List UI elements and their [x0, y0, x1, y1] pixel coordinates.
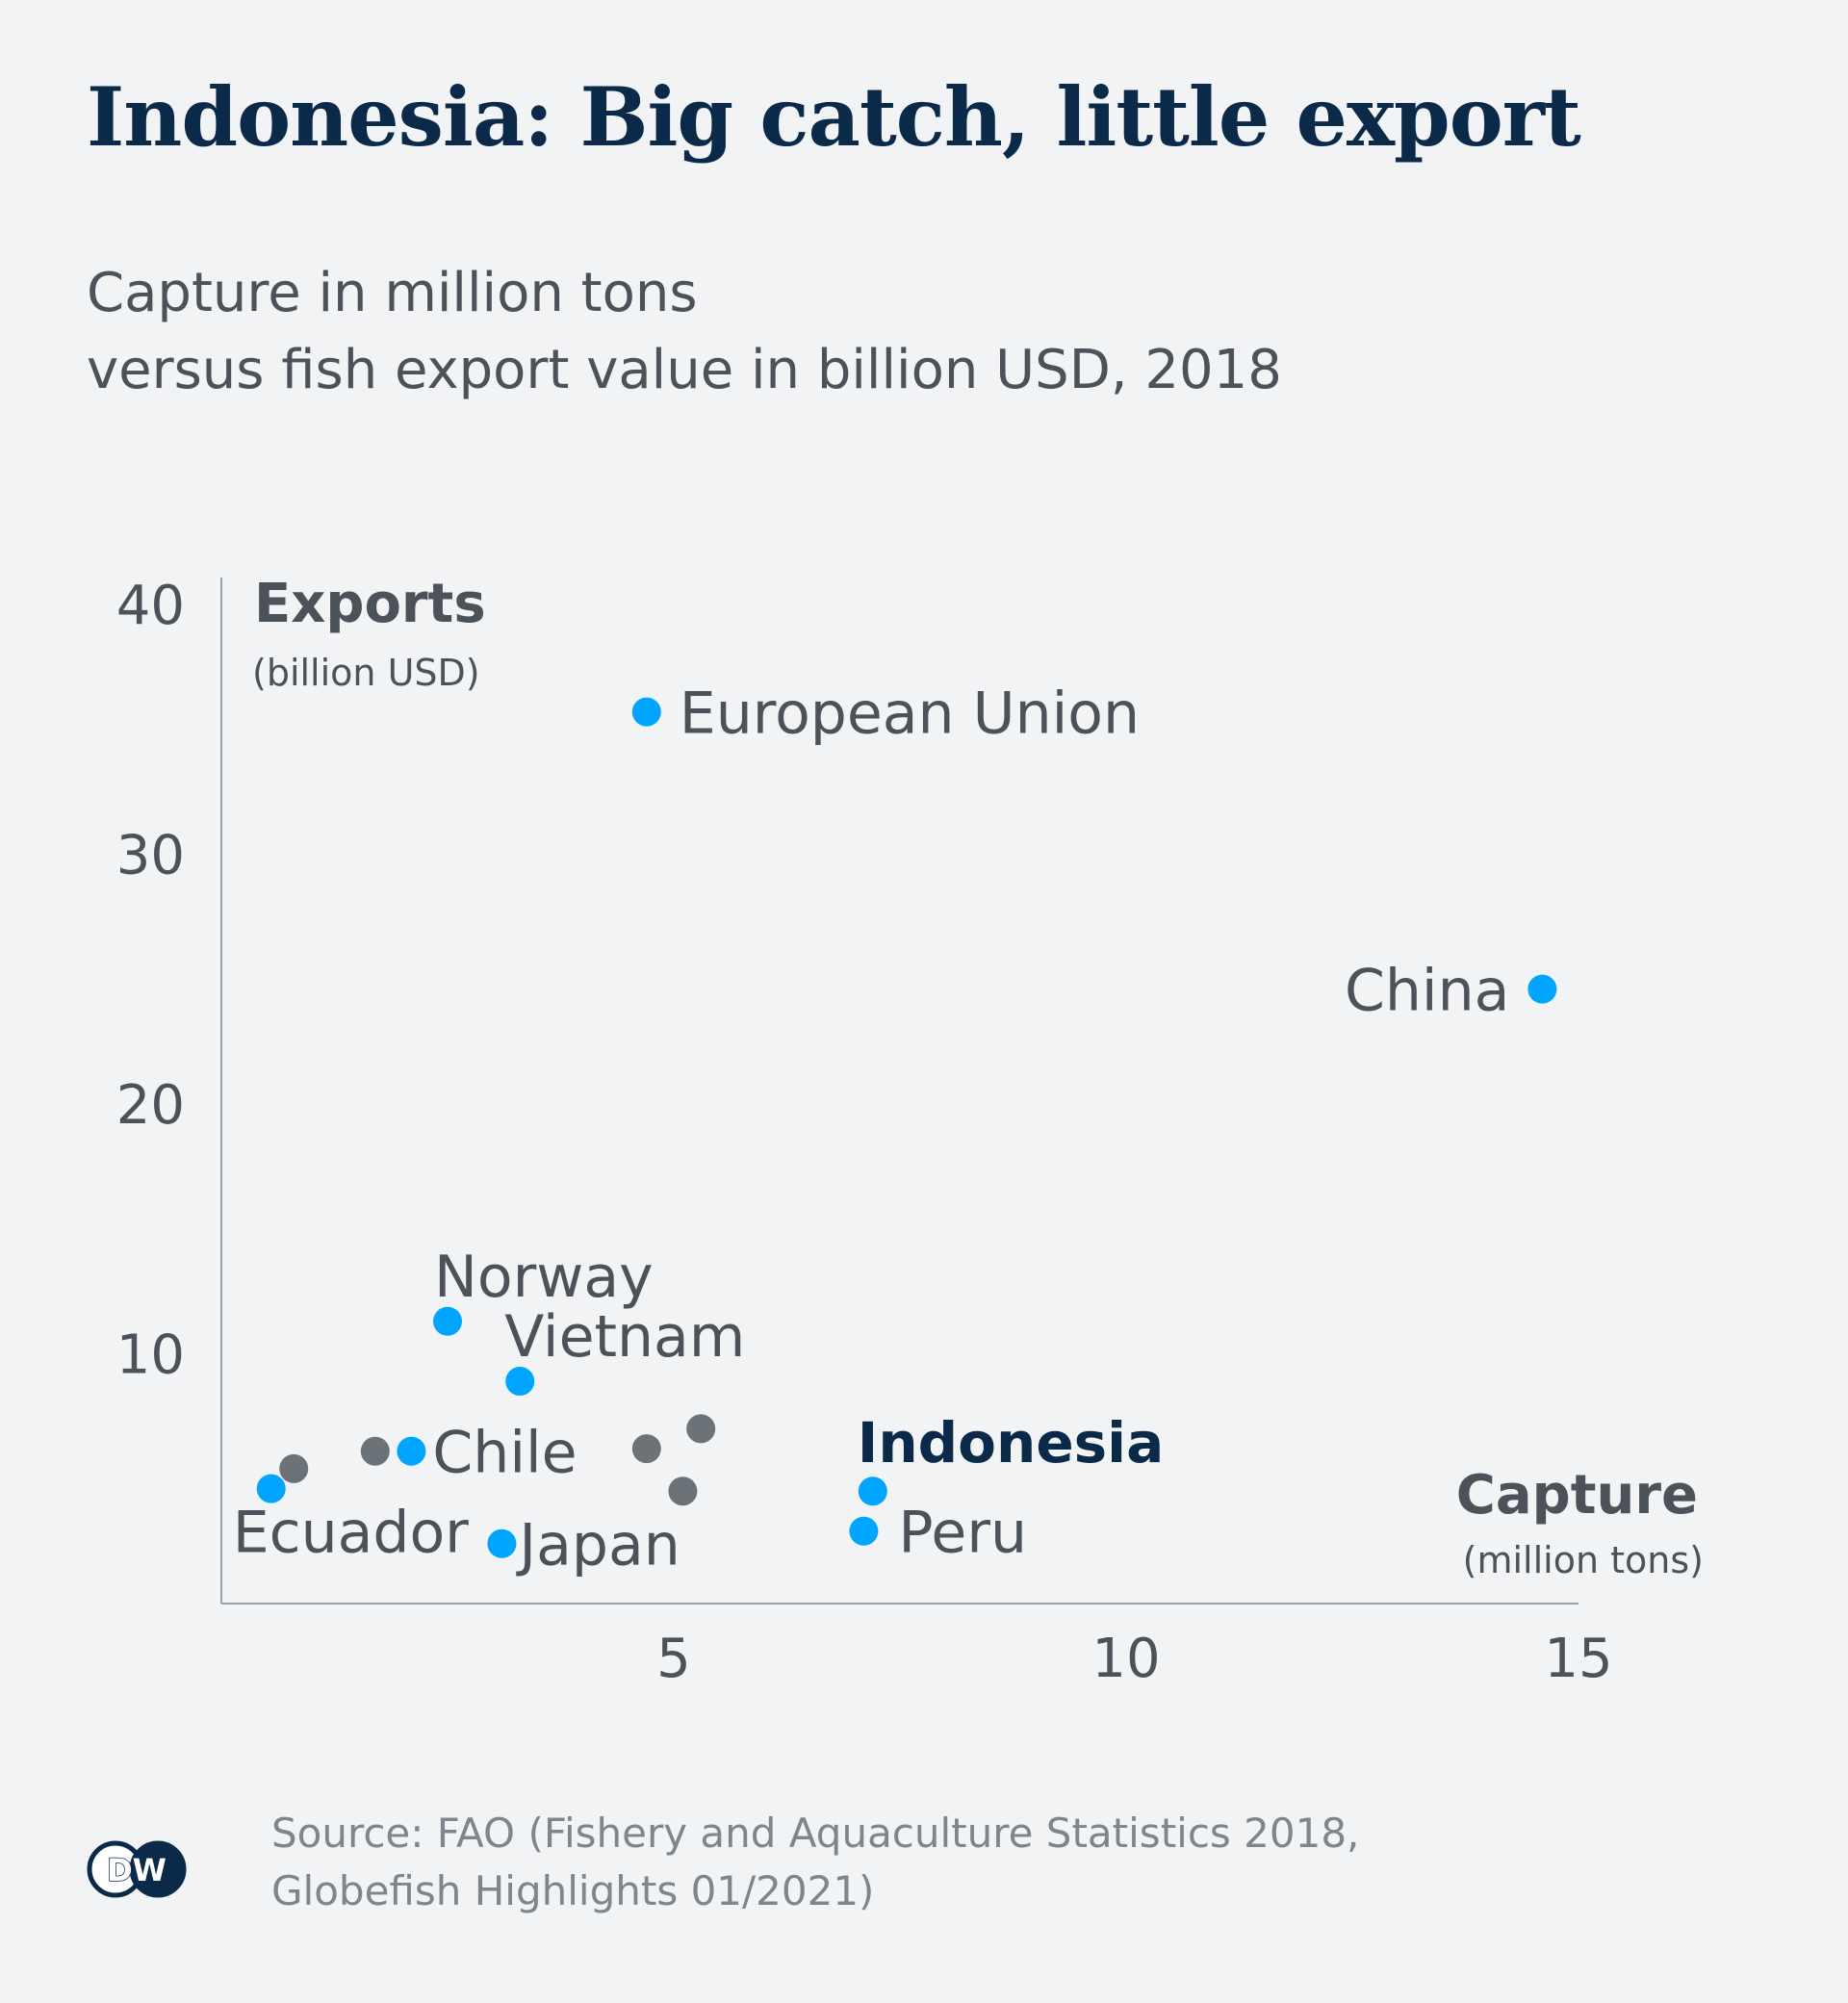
source-line-2: Globefish Highlights 01/2021) [271, 1867, 875, 1914]
scatter-point-european-union [631, 697, 661, 727]
x-axis-title: Capture [1456, 1464, 1698, 1527]
y-tick-label: 20 [116, 1074, 185, 1137]
scatter-point-other [631, 1434, 661, 1464]
dw-logo: DW [87, 1840, 187, 1898]
y-tick-label: 40 [116, 575, 185, 637]
scatter-point-other [668, 1477, 698, 1506]
scatter-point-other [360, 1436, 390, 1466]
scatter-point-other [686, 1414, 716, 1444]
x-tick-label: 15 [1544, 1628, 1612, 1690]
scatter-point-norway [433, 1306, 462, 1336]
subtitle-line-2: versus fish export value in billion USD,… [87, 339, 1282, 401]
point-label-norway: Norway [434, 1244, 654, 1311]
point-label-vietnam: Vietnam [504, 1303, 745, 1371]
scatter-point-ecuador [256, 1474, 286, 1503]
scatter-point-peru [849, 1516, 879, 1546]
scatter-point-other [279, 1453, 309, 1483]
y-tick-label: 10 [116, 1324, 185, 1387]
source-line-1: Source: FAO (Fishery and Aquaculture Sta… [271, 1810, 1360, 1857]
scatter-point-china [1527, 974, 1557, 1004]
scatter-point-japan [487, 1528, 517, 1558]
scatter-point-chile [397, 1436, 426, 1466]
x-axis-unit: (million tons) [1463, 1539, 1704, 1581]
x-tick-label: 10 [1091, 1628, 1160, 1690]
point-label-china: China [1345, 958, 1509, 1025]
logo-text: DW [107, 1852, 167, 1888]
point-label-european-union: European Union [680, 681, 1140, 748]
scatter-point-indonesia [858, 1477, 887, 1506]
point-label-chile: Chile [432, 1420, 577, 1487]
scatter-point-vietnam [505, 1367, 535, 1397]
page-title: Indonesia: Big catch, little export [87, 69, 1581, 165]
subtitle-line-1: Capture in million tons [87, 262, 698, 324]
x-tick-label: 5 [656, 1628, 691, 1690]
y-axis-title: Exports [254, 573, 486, 635]
point-label-ecuador: Ecuador [233, 1500, 469, 1567]
point-label-japan: Japan [515, 1512, 680, 1579]
point-label-peru: Peru [898, 1500, 1027, 1567]
y-axis-unit: (billion USD) [252, 652, 480, 694]
point-label-indonesia: Indonesia [858, 1410, 1164, 1476]
y-tick-label: 30 [116, 825, 185, 887]
